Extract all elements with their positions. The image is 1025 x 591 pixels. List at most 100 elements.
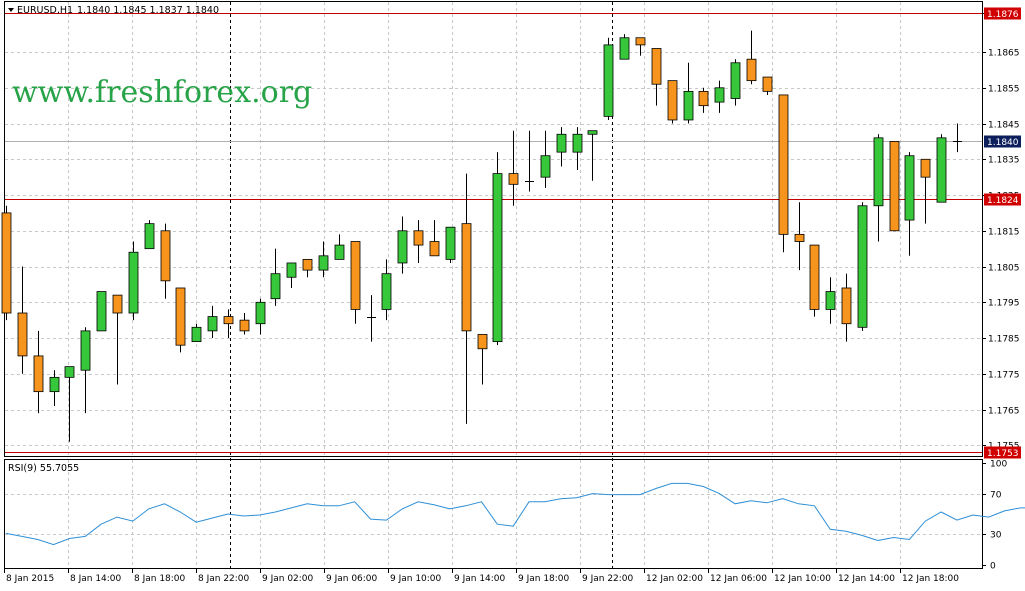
candle [873, 134, 884, 242]
candle [223, 309, 234, 339]
candle-body [64, 366, 75, 378]
candle [397, 216, 408, 274]
level-price-label: 1.1753 [987, 449, 1019, 459]
candle-body [619, 37, 630, 60]
chevron-down-icon[interactable] [8, 8, 14, 12]
candle [17, 266, 28, 374]
candle [508, 130, 519, 206]
candle-body [809, 244, 820, 310]
candle [619, 34, 630, 60]
candle-body [651, 48, 662, 85]
candle-body [144, 223, 155, 250]
candle-body [112, 294, 123, 314]
candle [809, 244, 820, 317]
symbol-label: EURUSD,H1 [17, 5, 73, 16]
time-tick-label: 12 Jan 14:00 [838, 574, 895, 584]
candle [33, 330, 44, 414]
level-price-tag [984, 7, 1021, 20]
candle-body [492, 173, 503, 343]
candle [667, 80, 678, 124]
candle [96, 291, 107, 332]
candle [239, 313, 250, 335]
candle-body [128, 251, 139, 314]
candle-body [572, 133, 583, 153]
candle-body [603, 44, 614, 117]
level-price-tag [984, 446, 1021, 459]
candles [1, 30, 962, 442]
candle-body [936, 137, 947, 203]
candle-body [80, 330, 91, 371]
level-price-tag [984, 193, 1021, 206]
rsi-tick-label: 100 [990, 460, 1007, 470]
price-tick-label: 1.1865 [988, 49, 1020, 59]
candle [857, 202, 868, 331]
candle [191, 323, 202, 343]
candle [1, 205, 12, 321]
candle-body [49, 376, 60, 393]
candle-body [889, 141, 900, 232]
candle [175, 287, 186, 353]
candle [381, 259, 392, 321]
candle [762, 76, 773, 95]
price-tick-label: 1.1835 [988, 156, 1020, 166]
price-tick-label: 1.1845 [988, 121, 1020, 131]
price-tick-label: 1.1795 [988, 299, 1020, 309]
candle-body [255, 301, 266, 325]
price-tick-label: 1.1805 [988, 264, 1020, 274]
candle-body [270, 273, 281, 300]
candle [445, 226, 456, 263]
candle-body [556, 133, 567, 153]
candle-body [302, 258, 313, 271]
candle [318, 241, 329, 278]
current-price-tag [984, 135, 1021, 148]
candle [64, 366, 75, 442]
candle-body [730, 62, 741, 99]
candle-body [762, 76, 773, 92]
candle [556, 127, 567, 167]
candle-body [381, 273, 392, 310]
candle [730, 59, 741, 106]
candle-body [17, 312, 28, 357]
watermark: www.freshforex.org [12, 75, 312, 110]
candle [936, 134, 947, 203]
candle [144, 220, 155, 250]
candle [714, 80, 725, 113]
time-tick-label: 8 Jan 22:00 [198, 574, 250, 584]
candle-body [160, 230, 171, 282]
candle-body [540, 155, 551, 178]
candle [112, 294, 123, 385]
candle-body [508, 173, 519, 185]
rsi-tick-label: 0 [990, 562, 996, 572]
rsi-tick-label: 30 [990, 531, 1002, 541]
candle-body [33, 355, 44, 393]
time-tick-label: 8 Jan 2015 [6, 574, 54, 584]
time-tick-label: 12 Jan 06:00 [710, 574, 767, 584]
candle-body [175, 287, 186, 346]
candle-body [445, 226, 456, 260]
time-tick-label: 12 Jan 18:00 [902, 574, 959, 584]
candle-body [635, 37, 646, 46]
candle-body [334, 244, 345, 260]
time-tick-label: 9 Jan 10:00 [390, 574, 442, 584]
candle-body [207, 316, 218, 332]
rsi-label: RSI(9) 55.7055 [8, 463, 79, 474]
candle [461, 173, 472, 424]
rsi-line [5, 482, 1025, 546]
candle [920, 158, 931, 224]
time-tick-label: 9 Jan 18:00 [518, 574, 570, 584]
candle [286, 262, 297, 288]
candle [350, 241, 361, 324]
time-tick-label: 9 Jan 14:00 [454, 574, 506, 584]
candle [334, 234, 345, 260]
candle [746, 30, 757, 85]
candle-body [857, 205, 868, 328]
candle [651, 48, 662, 106]
candle-body [794, 233, 805, 242]
ohlc-values: 1.1840 1.1845 1.1837 1.1840 [77, 5, 219, 16]
candle [635, 37, 646, 56]
candle [270, 248, 281, 306]
candle [683, 62, 694, 124]
candle-body [96, 291, 107, 332]
